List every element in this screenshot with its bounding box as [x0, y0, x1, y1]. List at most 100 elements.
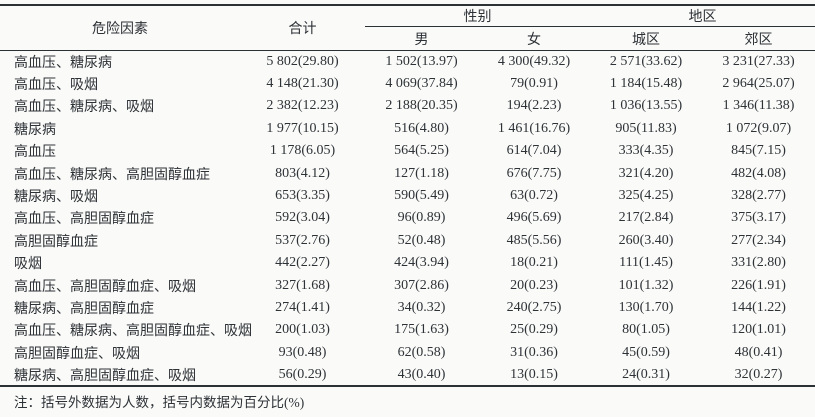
female-cell: 1 461(16.76) [497, 120, 571, 136]
urban-cell: 45(0.59) [622, 344, 670, 360]
female-cell: 18(0.21) [510, 255, 558, 271]
urban-cell: 325(4.25) [618, 188, 674, 204]
risk-factor-cell: 高血压 [14, 145, 56, 161]
risk-factor-cell: 高血压、糖尿病、高胆固醇血症 [14, 167, 210, 183]
total-cell: 200(1.03) [275, 322, 330, 338]
risk-factor-cell: 糖尿病、高胆固醇血症、吸烟 [14, 368, 196, 384]
female-cell: 31(0.36) [510, 344, 558, 360]
female-cell: 4 300(49.32) [497, 53, 571, 69]
male-cell: 1 502(13.97) [385, 53, 458, 69]
male-cell: 424(3.94) [394, 255, 449, 271]
total-cell: 93(0.48) [278, 344, 327, 360]
table-row: 高血压 1 178(6.05) 564(5.25) 614(7.04) 333(4.35… [0, 140, 815, 162]
urban-cell: 130(1.70) [618, 299, 674, 315]
male-cell: 307(2.86) [394, 277, 449, 293]
female-cell: 79(0.91) [510, 76, 558, 92]
urban-cell: 80(1.05) [622, 322, 670, 338]
suburban-cell: 120(1.01) [731, 322, 786, 338]
risk-factor-cell: 高血压、高胆固醇血症 [14, 212, 154, 228]
table-row: 高血压、高胆固醇血症 592(3.04) 96(0.89) 496(5.69) 217(… [0, 207, 815, 229]
female-cell: 676(7.75) [506, 165, 562, 181]
female-cell: 20(0.23) [510, 277, 558, 293]
suburban-cell: 328(2.77) [731, 188, 786, 204]
suburban-cell: 48(0.41) [734, 344, 783, 360]
risk-factor-cell: 高血压、糖尿病 [14, 55, 112, 71]
urban-cell: 101(1.32) [618, 277, 674, 293]
male-cell: 62(0.58) [397, 344, 446, 360]
female-cell: 194(2.23) [506, 98, 562, 114]
urban-cell: 24(0.31) [622, 366, 670, 382]
suburban-cell: 1 346(11.38) [722, 98, 795, 114]
col-header-female: 女 [478, 26, 590, 51]
risk-factor-cell: 高血压、糖尿病、高胆固醇血症、吸烟 [14, 324, 252, 340]
risk-factor-cell: 高血压、吸烟 [14, 78, 98, 94]
total-cell: 653(3.35) [275, 188, 330, 204]
table-row: 高血压、糖尿病、高胆固醇血症、吸烟 200(1.03) 175(1.63) 25(0.… [0, 319, 815, 341]
col-header-total: 合计 [240, 5, 365, 51]
table-row: 高血压、糖尿病、高胆固醇血症 803(4.12) 127(1.18) 676(7.75… [0, 162, 815, 184]
total-cell: 2 382(12.23) [266, 98, 339, 114]
suburban-cell: 845(7.15) [731, 143, 786, 159]
risk-factor-cell: 糖尿病、高胆固醇血症 [14, 301, 154, 317]
total-cell: 327(1.68) [275, 277, 330, 293]
male-cell: 590(5.49) [394, 188, 449, 204]
female-cell: 13(0.15) [510, 366, 558, 382]
risk-factor-cell: 高血压、糖尿病、吸烟 [14, 100, 154, 116]
table-row: 糖尿病 1 977(10.15) 516(4.80) 1 461(16.76) 905(… [0, 118, 815, 140]
table-row: 糖尿病、高胆固醇血症、吸烟 56(0.29) 43(0.40) 13(0.15) 24(… [0, 364, 815, 386]
col-group-region: 地区 [590, 5, 815, 27]
female-cell: 485(5.56) [506, 232, 562, 248]
total-cell: 274(1.41) [275, 299, 330, 315]
total-cell: 803(4.12) [275, 165, 330, 181]
risk-factor-cell: 高胆固醇血症 [14, 234, 98, 250]
risk-factor-table: 危险因素 合计 性别 地区 男 女 城区 郊区 高血压、糖尿病 5 802(29.… [0, 4, 815, 388]
male-cell: 34(0.32) [397, 299, 446, 315]
table-row: 糖尿病、吸烟 653(3.35) 590(5.49) 63(0.72) 325(4.25… [0, 185, 815, 207]
suburban-cell: 32(0.27) [734, 366, 783, 382]
risk-factor-cell: 高血压、高胆固醇血症、吸烟 [14, 279, 196, 295]
male-cell: 4 069(37.84) [385, 76, 458, 92]
risk-factor-cell: 糖尿病 [14, 122, 56, 138]
male-cell: 175(1.63) [394, 322, 449, 338]
col-group-gender: 性别 [365, 5, 590, 27]
urban-cell: 2 571(33.62) [609, 53, 683, 69]
male-cell: 2 188(20.35) [385, 98, 458, 114]
total-cell: 1 178(6.05) [269, 143, 336, 159]
male-cell: 43(0.40) [397, 366, 446, 382]
male-cell: 564(5.25) [394, 143, 449, 159]
male-cell: 516(4.80) [394, 120, 449, 136]
total-cell: 1 977(10.15) [266, 120, 339, 136]
table-row: 高血压、糖尿病 5 802(29.80) 1 502(13.97) 4 300(49.… [0, 51, 815, 73]
suburban-cell: 144(1.22) [731, 299, 786, 315]
col-header-male: 男 [365, 26, 478, 51]
urban-cell: 217(2.84) [618, 210, 674, 226]
suburban-cell: 331(2.80) [731, 255, 786, 271]
female-cell: 240(2.75) [506, 299, 562, 315]
urban-cell: 333(4.35) [618, 143, 674, 159]
table-header: 危险因素 合计 性别 地区 男 女 城区 郊区 [0, 5, 815, 51]
table-row: 高血压、糖尿病、吸烟 2 382(12.23) 2 188(20.35) 194(2.… [0, 95, 815, 117]
table-row: 吸烟 442(2.27) 424(3.94) 18(0.21) 111(1.45) 331… [0, 252, 815, 274]
total-cell: 5 802(29.80) [266, 53, 339, 69]
table-footnote: 注：括号外数据为人数，括号内数据为百分比(%) [14, 395, 305, 411]
suburban-cell: 482(4.08) [731, 165, 786, 181]
suburban-cell: 3 231(27.33) [722, 53, 795, 69]
urban-cell: 111(1.45) [619, 255, 673, 271]
male-cell: 127(1.18) [394, 165, 449, 181]
male-cell: 96(0.89) [397, 210, 446, 226]
table-body: 高血压、糖尿病 5 802(29.80) 1 502(13.97) 4 300(49.… [0, 51, 815, 387]
suburban-cell: 226(1.91) [731, 277, 786, 293]
total-cell: 592(3.04) [275, 210, 330, 226]
urban-cell: 1 184(15.48) [609, 76, 683, 92]
table-row: 高血压、高胆固醇血症、吸烟 327(1.68) 307(2.86) 20(0.23) 1… [0, 274, 815, 296]
suburban-cell: 375(3.17) [731, 210, 786, 226]
female-cell: 63(0.72) [510, 188, 558, 204]
total-cell: 537(2.76) [275, 232, 330, 248]
risk-factor-cell: 高胆固醇血症、吸烟 [14, 346, 140, 362]
statistical-table-figure: 危险因素 合计 性别 地区 男 女 城区 郊区 高血压、糖尿病 5 802(29.… [0, 4, 815, 411]
col-header-suburban: 郊区 [702, 26, 815, 51]
total-cell: 56(0.29) [278, 366, 327, 382]
urban-cell: 321(4.20) [618, 165, 674, 181]
female-cell: 25(0.29) [510, 322, 558, 338]
female-cell: 496(5.69) [506, 210, 562, 226]
